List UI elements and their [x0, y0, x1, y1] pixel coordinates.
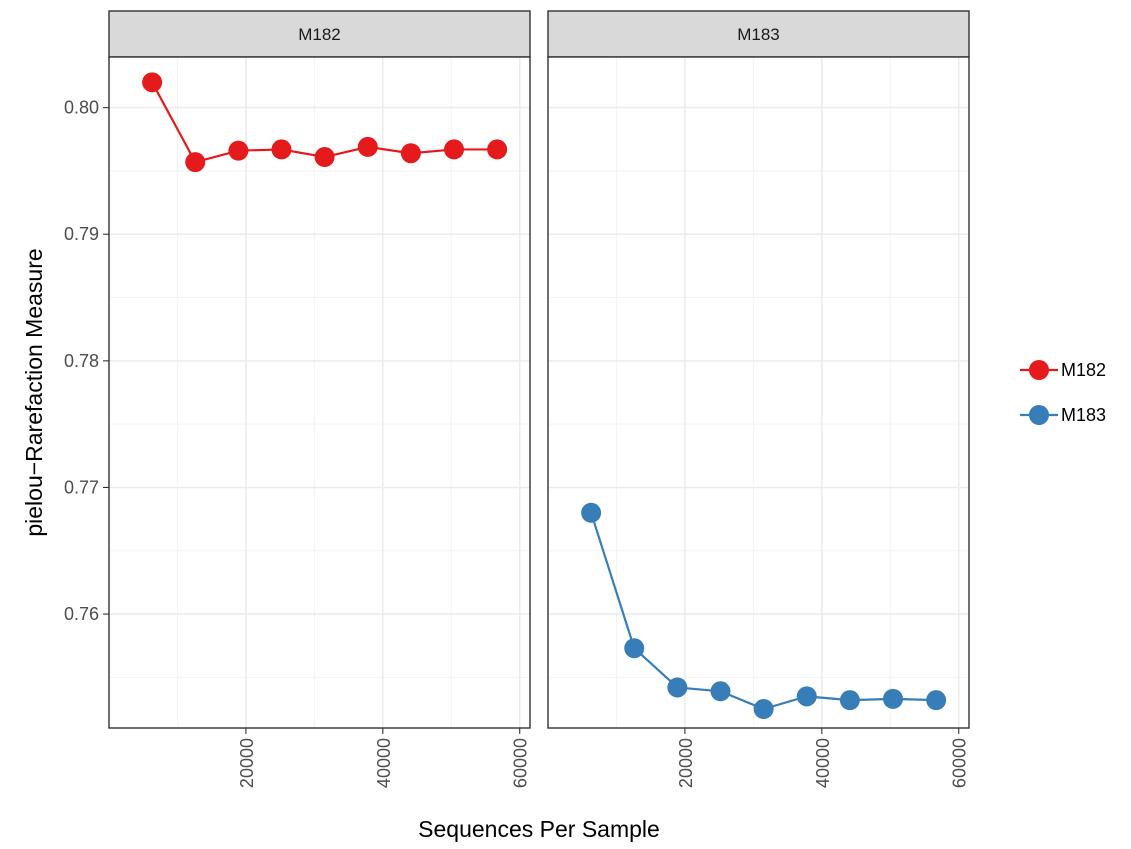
facet-panel-m183: M183 20000 40000 60000 [547, 10, 970, 788]
x-tick-label: 60000 [511, 738, 531, 788]
data-point-m182 [487, 139, 508, 160]
data-point-m183 [926, 690, 947, 711]
y-tick-label: 0.76 [64, 604, 99, 624]
data-point-m183 [883, 688, 904, 709]
x-axis-title: Sequences Per Sample [418, 816, 660, 842]
legend-key-point [1029, 360, 1049, 380]
panel-border [547, 56, 970, 729]
data-point-m182 [314, 147, 335, 168]
facet-strip-label: M183 [737, 25, 780, 44]
x-tick-label: 20000 [237, 738, 257, 788]
panel-background [548, 57, 969, 728]
legend-key-point [1029, 405, 1049, 425]
data-point-m182 [400, 143, 421, 164]
data-point-m182 [444, 139, 465, 160]
data-point-m182 [185, 152, 206, 173]
facet-panel-m182: M182 20000 40000 60000 [108, 10, 531, 788]
x-tick-label: 20000 [676, 738, 696, 788]
legend-label: M182 [1061, 360, 1106, 380]
data-point-m182 [142, 72, 163, 93]
data-point-m182 [228, 140, 249, 161]
data-point-m183 [581, 502, 602, 523]
y-tick-label: 0.79 [64, 224, 99, 244]
x-tick-label: 60000 [950, 738, 970, 788]
x-tick-label: 40000 [374, 738, 394, 788]
data-point-m183 [839, 690, 860, 711]
data-point-m182 [357, 136, 378, 157]
panel-border [108, 56, 531, 729]
data-point-m182 [271, 139, 292, 160]
panel-background [109, 57, 530, 728]
legend-label: M183 [1061, 405, 1106, 425]
data-point-m183 [753, 699, 774, 720]
data-point-m183 [796, 686, 817, 707]
y-tick-label: 0.77 [64, 477, 99, 497]
y-axis-title: pielou−Rarefaction Measure [21, 248, 47, 536]
y-tick-label: 0.80 [64, 98, 99, 118]
data-point-m183 [667, 677, 688, 698]
facet-strip-label: M182 [298, 25, 341, 44]
y-tick-label: 0.78 [64, 351, 99, 371]
x-tick-label: 40000 [813, 738, 833, 788]
data-point-m183 [624, 638, 645, 659]
facet-strip [108, 10, 531, 58]
legend: M182 M183 [1020, 360, 1106, 425]
data-point-m183 [710, 681, 731, 702]
